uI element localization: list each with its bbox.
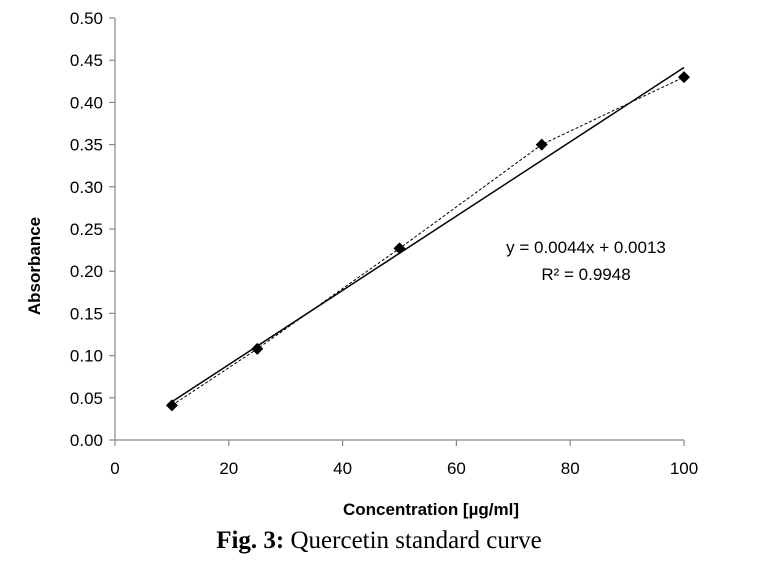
figure-caption-text: Quercetin standard curve: [284, 527, 542, 554]
r-squared-label: R² = 0.9948: [541, 265, 630, 284]
y-tick-label: 0.50: [70, 9, 103, 28]
y-tick-label: 0.45: [70, 51, 103, 70]
data-point-marker: [165, 399, 178, 412]
y-tick-label: 0.30: [70, 178, 103, 197]
figure-caption-label: Fig. 3:: [216, 527, 285, 554]
x-axis-title: Concentration [µg/ml]: [343, 500, 519, 519]
x-tick-label: 20: [219, 459, 238, 478]
trendline-equation: y = 0.0044x + 0.0013: [506, 238, 666, 257]
x-axis: 0 20 40 60 80 100: [110, 439, 698, 478]
y-tick-label: 0.20: [70, 262, 103, 281]
y-axis: 0.00 0.05 0.10 0.15 0.20 0.25 0.30 0.35 0.40 0.45…: [70, 9, 116, 450]
series-layer: [165, 71, 690, 412]
figure-caption: Fig. 3: Quercetin standard curve: [0, 527, 758, 555]
y-tick-label: 0.15: [70, 304, 103, 323]
data-point-marker: [251, 342, 264, 355]
data-point-marker: [678, 71, 690, 84]
y-axis-title: Absorbance: [25, 217, 44, 315]
x-tick-label: 40: [333, 459, 352, 478]
x-tick-label: 100: [670, 459, 698, 478]
x-tick-label: 80: [561, 459, 580, 478]
y-tick-label: 0.25: [70, 220, 103, 239]
y-tick-label: 0.05: [70, 389, 103, 408]
linear-trendline: [171, 66, 685, 403]
trendline-layer: [171, 66, 685, 403]
x-tick-label: 0: [110, 459, 119, 478]
y-tick-label: 0.10: [70, 347, 103, 366]
data-point-marker: [393, 242, 406, 255]
x-tick-label: 60: [447, 459, 466, 478]
y-tick-label: 0.00: [70, 431, 103, 450]
data-point-marker: [535, 138, 548, 151]
y-tick-label: 0.40: [70, 93, 103, 112]
y-tick-label: 0.35: [70, 136, 103, 155]
